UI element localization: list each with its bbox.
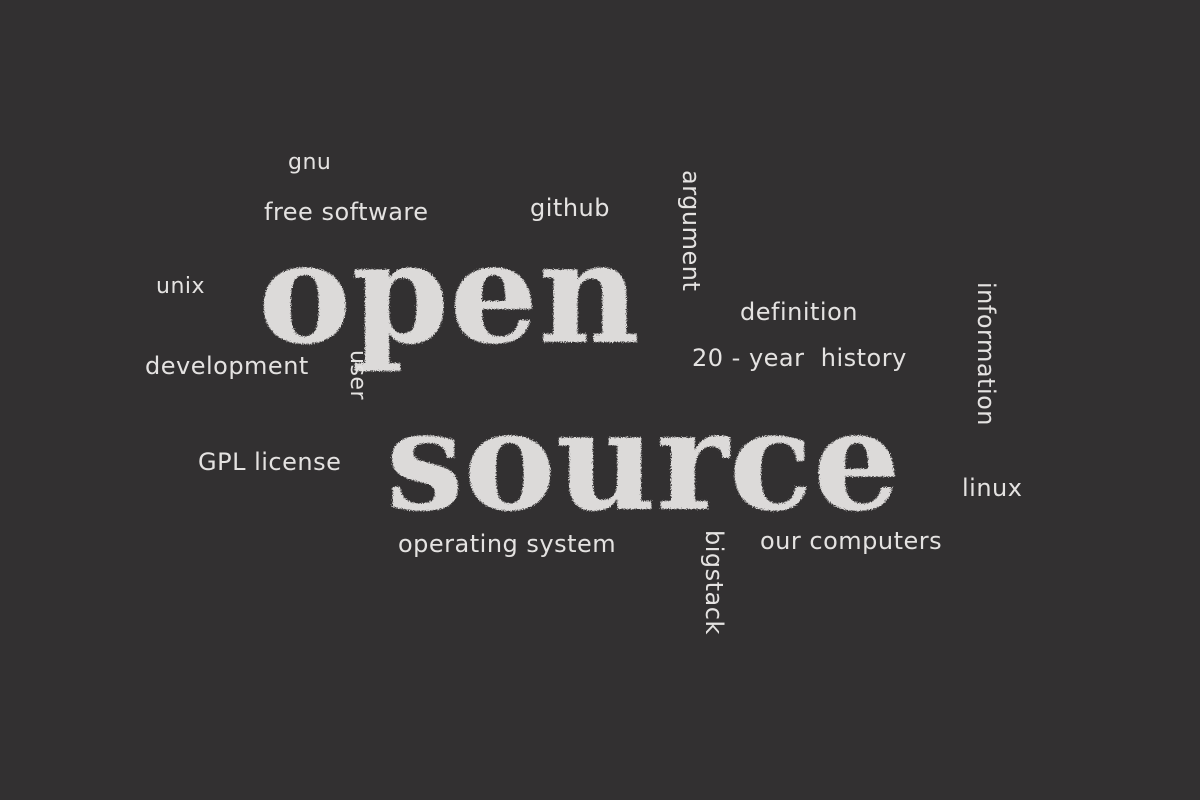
word-open: open	[258, 212, 641, 376]
word-development: development	[145, 352, 309, 380]
word-operating-system: operating system	[398, 530, 617, 558]
word-free-software: free software	[264, 198, 429, 226]
word-20-year-history: 20 - year history	[692, 344, 907, 372]
word-source: source	[386, 379, 901, 542]
word-unix: unix	[156, 274, 206, 299]
word-user: user	[345, 350, 370, 400]
word-bigstack: bigstack	[700, 530, 728, 635]
word-information: information	[972, 282, 1000, 427]
word-github: github	[530, 194, 610, 222]
word-gpl-license: GPL license	[198, 448, 342, 476]
word-argument: argument	[677, 170, 705, 292]
word-gnu: gnu	[288, 150, 332, 175]
word-definition: definition	[740, 298, 858, 326]
word-linux: linux	[962, 474, 1023, 502]
word-our-computers: our computers	[760, 527, 943, 555]
